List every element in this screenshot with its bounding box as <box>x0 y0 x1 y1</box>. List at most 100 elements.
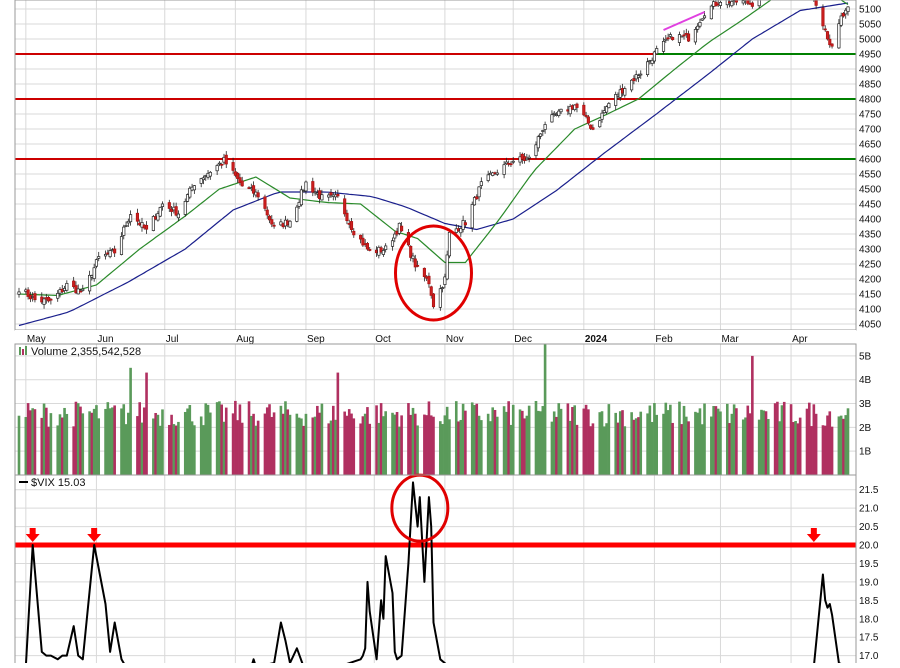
volume-bar <box>138 402 141 475</box>
volume-bar <box>202 425 205 475</box>
volume-bar <box>362 416 365 475</box>
volume-bar <box>352 418 355 475</box>
volume-bar <box>266 407 269 475</box>
volume-bar <box>838 416 841 475</box>
volume-bar <box>653 403 656 475</box>
volume-bar <box>252 414 255 475</box>
price-y-tick-label: 4100 <box>859 305 882 316</box>
volume-title: Volume 2,355,542,528 <box>31 346 141 358</box>
volume-bar <box>792 422 795 475</box>
volume-bar <box>462 404 465 475</box>
volume-bar <box>47 427 50 475</box>
volume-bar <box>111 407 114 475</box>
price-y-tick-label: 4550 <box>859 170 882 181</box>
volume-bar <box>177 422 180 475</box>
volume-bar <box>813 404 816 475</box>
volume-bar <box>268 404 271 475</box>
volume-bar <box>489 421 492 475</box>
vix-y-tick-label: 18.0 <box>859 614 879 625</box>
volume-bar <box>348 409 351 475</box>
volume-bar <box>512 405 515 475</box>
volume-bar <box>783 402 786 475</box>
volume-bar <box>286 409 289 475</box>
volume-bar <box>398 427 401 475</box>
volume-bar <box>81 413 84 475</box>
volume-bar <box>526 416 529 475</box>
volume-bar <box>507 401 510 475</box>
volume-bar <box>382 416 385 475</box>
volume-bar <box>95 405 98 475</box>
volume-bar <box>407 403 410 475</box>
volume-bar <box>494 410 497 475</box>
price-y-tick-label: 4300 <box>859 245 882 256</box>
volume-bar <box>77 403 80 475</box>
volume-bar <box>478 416 481 475</box>
volume-bar <box>669 405 672 475</box>
volume-bar <box>678 402 681 475</box>
volume-bar <box>464 411 467 475</box>
volume-bar <box>391 413 394 475</box>
volume-bar <box>384 411 387 475</box>
volume-bar <box>45 408 48 475</box>
volume-bar <box>521 411 524 475</box>
volume-bar <box>255 426 258 475</box>
price-y-tick-label: 5100 <box>859 5 882 16</box>
volume-bar <box>314 417 317 475</box>
candle <box>710 5 712 20</box>
volume-bar <box>168 425 171 475</box>
volume-bar <box>471 402 474 475</box>
volume-bar <box>400 415 403 475</box>
volume-bar <box>808 403 811 475</box>
volume-bar <box>327 423 330 475</box>
x-tick-label: Apr <box>792 334 808 345</box>
vix-y-tick-label: 20.0 <box>859 541 879 552</box>
volume-bar <box>302 426 305 475</box>
volume-bar <box>749 413 752 475</box>
price-y-tick-label: 4700 <box>859 125 882 136</box>
volume-y-tick-label: 3B <box>859 399 872 410</box>
volume-bar <box>316 406 319 475</box>
volume-bar <box>414 414 417 475</box>
volume-bar <box>234 401 237 475</box>
volume-bar <box>774 403 777 475</box>
volume-bar <box>282 414 285 475</box>
x-tick-label: May <box>27 334 46 345</box>
volume-bar <box>66 414 69 475</box>
volume-bar <box>630 412 633 475</box>
x-tick-label: Nov <box>446 334 464 345</box>
volume-bar <box>794 421 797 475</box>
price-y-tick-label: 4250 <box>859 260 882 271</box>
volume-bar <box>667 410 670 475</box>
price-y-tick-label: 4150 <box>859 290 882 301</box>
volume-bar <box>91 413 94 475</box>
volume-bar <box>120 408 123 475</box>
volume-bar <box>61 418 64 475</box>
volume-bar <box>232 413 235 475</box>
volume-bar <box>56 425 59 475</box>
price-y-tick-label: 4450 <box>859 200 882 211</box>
volume-bar <box>34 409 37 475</box>
volume-bar <box>585 405 588 475</box>
volume-bar <box>416 425 419 475</box>
volume-bar <box>687 421 690 475</box>
volume-bar <box>651 422 654 475</box>
volume-bar <box>191 421 194 475</box>
price-y-tick-label: 5000 <box>859 35 882 46</box>
volume-bar <box>633 420 636 475</box>
volume-bar <box>569 421 572 475</box>
vix-y-tick-label: 19.5 <box>859 559 879 570</box>
volume-bar <box>717 409 720 475</box>
volume-bar <box>553 411 556 475</box>
volume-bar <box>592 423 595 475</box>
volume-bar <box>751 356 754 475</box>
volume-bar <box>680 424 683 475</box>
volume-bar <box>828 411 831 475</box>
candle <box>296 205 298 222</box>
x-tick-label: Jun <box>97 334 113 345</box>
volume-bar <box>250 416 253 475</box>
volume-bar <box>432 417 435 475</box>
volume-bar <box>125 424 128 475</box>
volume-bar <box>428 401 431 475</box>
volume-bar <box>694 412 697 475</box>
vix-y-tick-label: 21.0 <box>859 504 879 515</box>
